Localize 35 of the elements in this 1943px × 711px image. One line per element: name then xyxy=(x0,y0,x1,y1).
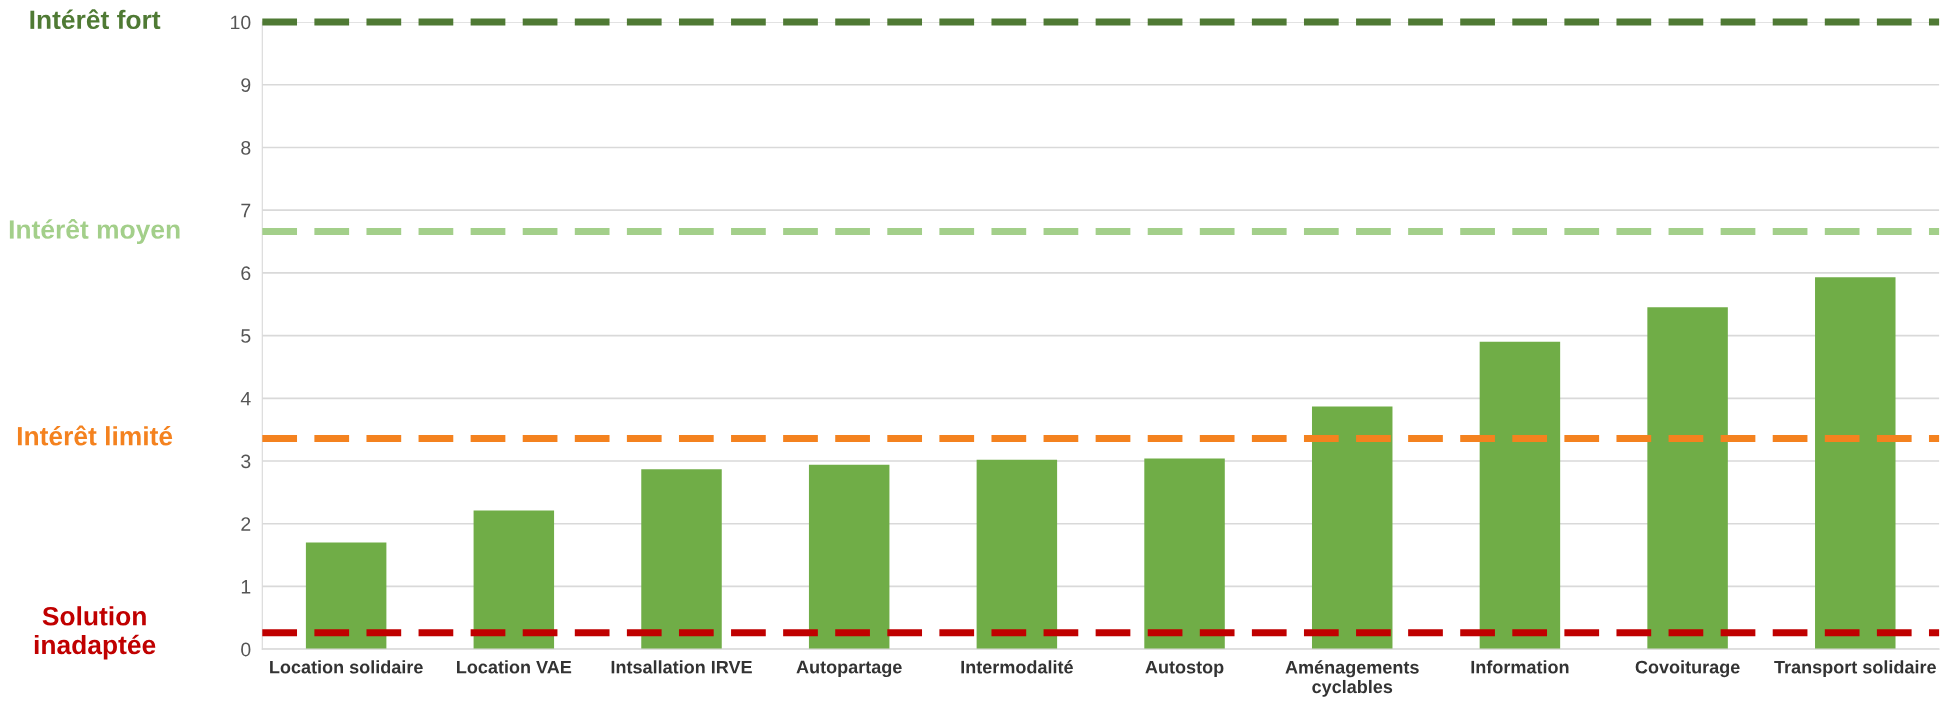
bar xyxy=(473,510,555,650)
x-tick-label: Autostop xyxy=(1145,660,1224,678)
bar xyxy=(641,469,722,650)
bar xyxy=(976,459,1058,650)
x-tick-label: Intermodalité xyxy=(961,660,1073,674)
y-tick-label: 2 xyxy=(241,517,251,531)
bar xyxy=(1144,458,1225,650)
y-tick-label: 1 xyxy=(241,580,251,594)
bar xyxy=(1647,307,1728,650)
x-tick-label: Information xyxy=(1471,660,1569,674)
x-tick-label: Covoiturage xyxy=(1635,660,1740,678)
y-tick-label: 4 xyxy=(240,391,251,406)
x-tick-label: Location VAE xyxy=(457,660,572,674)
ref-line-label: Solution inadaptée xyxy=(34,606,156,660)
y-tick-label: 10 xyxy=(231,15,251,30)
bar xyxy=(305,542,387,650)
bar xyxy=(1815,277,1896,650)
y-tick-label: 9 xyxy=(241,78,251,92)
y-tick-label: 6 xyxy=(241,266,251,281)
y-tick-label: 7 xyxy=(241,203,251,218)
x-tick-label: Location solidaire xyxy=(270,660,423,674)
x-tick-label: Transport solidaire xyxy=(1774,660,1936,678)
bar xyxy=(808,464,890,650)
y-tick-label: 5 xyxy=(241,329,251,343)
bar xyxy=(1311,406,1393,650)
x-tick-label: Intsallation IRVE xyxy=(611,660,752,674)
bar xyxy=(1479,341,1561,650)
ref-line-label: Intérêt fort xyxy=(30,9,161,30)
x-tick-label: Autopartage xyxy=(796,660,902,678)
y-tick-label: 0 xyxy=(241,642,251,657)
y-tick-label: 8 xyxy=(241,140,251,155)
x-tick-label: Aménagements cyclables xyxy=(1285,660,1419,697)
y-tick-label: 3 xyxy=(241,454,251,469)
ref-line-label: Intérêt limité xyxy=(17,425,173,446)
ref-line-label: Intérêt moyen xyxy=(9,218,180,245)
